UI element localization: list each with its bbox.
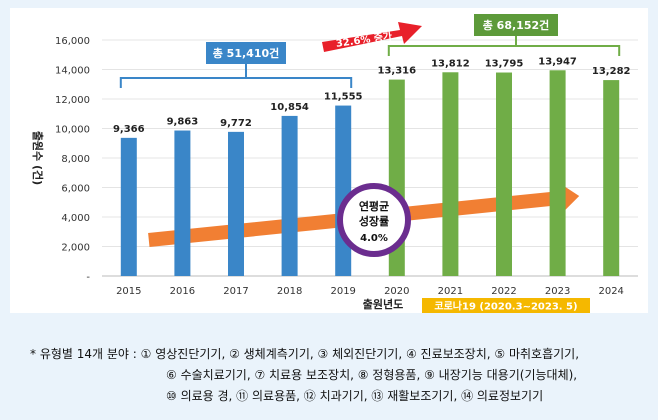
y-axis-label: 출원수 (건): [31, 131, 45, 185]
bracket-period1: [119, 77, 353, 88]
bar: [335, 105, 352, 276]
bar-value-label: 11,555: [324, 92, 363, 103]
bar: [281, 115, 298, 276]
x-tick-label: 2022: [491, 286, 516, 297]
y-tick-label: 10,000: [55, 125, 90, 136]
bar-value-label: 13,795: [485, 59, 524, 70]
footnote: * 유형별 14개 분야 : ① 영상진단기기, ② 생체계측기기, ③ 체외진…: [30, 344, 652, 407]
footnote-line-3: ⑩ 의료용 경, ⑪ 의료용품, ⑫ 치과기기, ⑬ 재활보조기기, ⑭ 의료정…: [166, 389, 544, 403]
x-axis-label: 출원년도: [363, 297, 403, 311]
bar: [603, 80, 620, 276]
bar-value-label: 9,863: [167, 117, 199, 128]
x-tick-label: 2018: [277, 286, 302, 297]
chart-panel: - 2,000 4,000 6,000 8,000 10,000 12,000 14,000 1…: [10, 8, 648, 313]
total2-badge: [474, 14, 558, 36]
cagr-line1: 연평균: [359, 199, 389, 213]
bar: [228, 131, 244, 276]
y-tick-label: 16,000: [55, 36, 90, 47]
x-tick-label: 2021: [438, 286, 463, 297]
patent-bar-chart: - 2,000 4,000 6,000 8,000 10,000 12,000 14,000 1…: [31, 14, 638, 313]
growth-arrow: [322, 22, 422, 52]
bar-value-label: 10,854: [270, 102, 309, 113]
cagr-value: 4.0%: [360, 233, 388, 244]
x-tick-label: 2020: [384, 286, 409, 297]
footnote-line-1: * 유형별 14개 분야 : ① 영상진단기기, ② 생체계측기기, ③ 체외진…: [30, 347, 580, 361]
x-tick-label: 2015: [116, 286, 141, 297]
cagr-line2: 성장률: [359, 214, 389, 228]
y-tick-label: 8,000: [61, 154, 90, 165]
covid-label: 코로나19 (2020.3~2023. 5): [434, 300, 577, 313]
y-tick-label: 14,000: [55, 66, 90, 77]
y-tick-label: 2,000: [61, 243, 90, 254]
x-tick-label: 2019: [330, 286, 355, 297]
y-tick-label: 6,000: [61, 184, 90, 195]
bar-value-label: 13,282: [592, 66, 631, 77]
bar: [549, 70, 566, 276]
total1-label: 총 51,410건: [213, 46, 280, 60]
footnote-line-2: ⑥ 수술치료기기, ⑦ 치료용 보조장치, ⑧ 정형용품, ⑨ 내장기능 대용기…: [166, 368, 578, 382]
x-tick-label: 2023: [545, 286, 570, 297]
bar: [174, 130, 191, 276]
x-tick-label: 2024: [598, 286, 623, 297]
y-tick-label: -: [86, 272, 90, 283]
total1-badge: [206, 42, 286, 64]
covid-badge: [422, 298, 590, 313]
growth-label: 32.6% 증가: [335, 29, 394, 50]
bar: [120, 137, 137, 276]
total2-label: 총 68,152건: [483, 18, 550, 32]
bracket-period2: [387, 45, 621, 56]
bar-value-label: 9,366: [113, 124, 145, 135]
bar: [496, 72, 512, 277]
x-tick-label: 2016: [170, 286, 195, 297]
x-tick-label: 2017: [223, 286, 248, 297]
bar-value-label: 13,316: [378, 66, 417, 77]
bar-value-label: 9,772: [220, 118, 252, 129]
cagr-circle: [337, 183, 411, 257]
bar-value-label: 13,812: [431, 58, 470, 69]
bar-value-label: 13,947: [538, 56, 577, 67]
y-tick-label: 4,000: [61, 213, 90, 224]
y-tick-label: 12,000: [55, 95, 90, 106]
bar: [442, 72, 459, 276]
